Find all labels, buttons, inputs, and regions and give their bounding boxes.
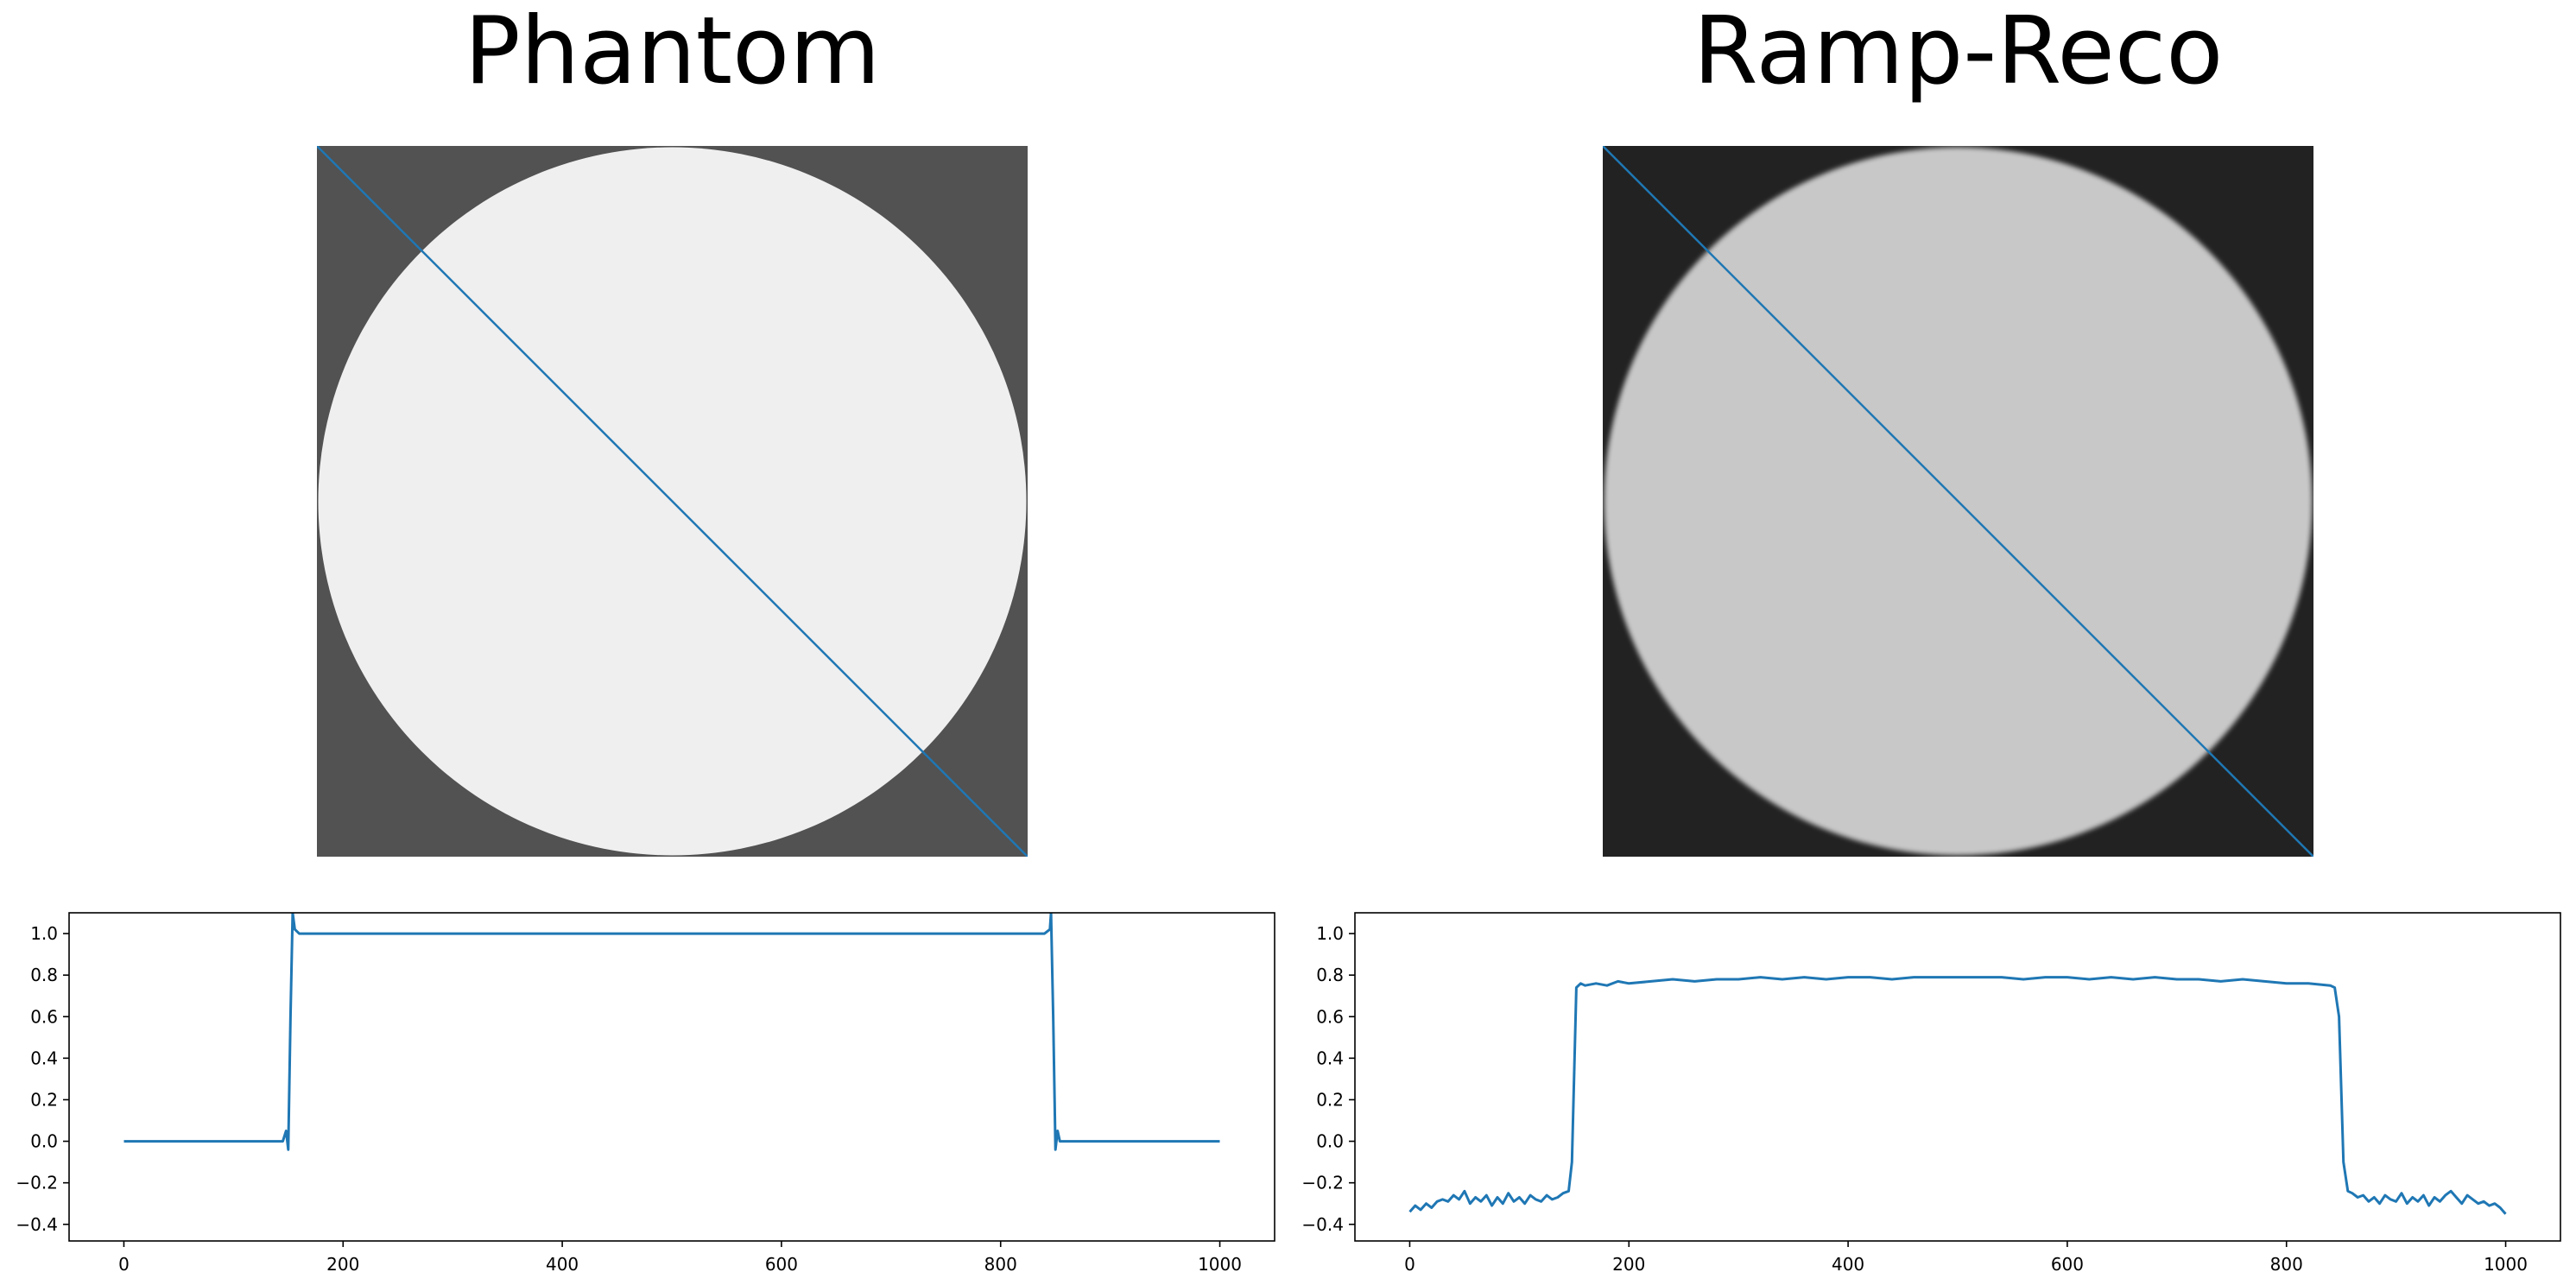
reco-xtick-label: 400 xyxy=(1832,1254,1864,1275)
phantom-profile-chart: 0 200 400 600 800 1000 −0.4 −0.2 0.0 0.2 0.4 0.6 0.8… xyxy=(16,912,1275,1275)
phantom-ytick-label: −0.4 xyxy=(16,1214,58,1235)
reco-ytick-label: 0.4 xyxy=(1316,1048,1344,1068)
phantom-ytick-label: 0.2 xyxy=(30,1089,58,1110)
phantom-title: Phantom xyxy=(464,0,881,105)
reco-profile-line xyxy=(1603,146,2313,857)
reco-ytick-label: 0.2 xyxy=(1316,1089,1344,1110)
reco-xtick-label: 800 xyxy=(2270,1254,2303,1275)
phantom-image xyxy=(317,146,1028,857)
ramp-reco-title: Ramp-Reco xyxy=(1693,0,2224,105)
reco-ytick-label: −0.2 xyxy=(1301,1173,1344,1193)
phantom-ytick-label: −0.2 xyxy=(16,1173,58,1193)
reco-ytick-label: −0.4 xyxy=(1301,1214,1344,1235)
reco-xtick-label: 200 xyxy=(1612,1254,1645,1275)
reco-axes-frame xyxy=(1354,912,2561,1242)
reco-ytick-label: 0.8 xyxy=(1316,965,1344,985)
ramp-reco-image xyxy=(1603,146,2313,857)
phantom-xtick-label: 0 xyxy=(118,1254,130,1275)
reco-ytick-label: 1.0 xyxy=(1316,923,1344,944)
phantom-ytick-label: 1.0 xyxy=(30,923,58,944)
phantom-xtick-label: 400 xyxy=(546,1254,579,1275)
phantom-axes-frame xyxy=(68,912,1275,1242)
reco-profile-series xyxy=(1408,976,2507,1215)
reco-xtick-label: 0 xyxy=(1404,1254,1415,1275)
reco-ytick-label: 0.6 xyxy=(1316,1006,1344,1027)
phantom-xtick-label: 200 xyxy=(326,1254,359,1275)
reco-ytick-label: 0.0 xyxy=(1316,1131,1344,1152)
phantom-profile-line xyxy=(317,146,1028,857)
reco-profile-chart: 0 200 400 600 800 1000 −0.4 −0.2 0.0 0.2 0.4 0.6 0.8… xyxy=(1301,912,2561,1275)
phantom-ytick-label: 0.6 xyxy=(30,1006,58,1027)
phantom-ytick-label: 0.4 xyxy=(30,1048,58,1068)
phantom-xtick-label: 1000 xyxy=(1198,1254,1242,1275)
phantom-xtick-label: 600 xyxy=(765,1254,798,1275)
phantom-xtick-label: 800 xyxy=(984,1254,1017,1275)
phantom-ytick-label: 0.8 xyxy=(30,965,58,985)
reco-xtick-label: 600 xyxy=(2051,1254,2084,1275)
phantom-profile-series xyxy=(123,913,1220,1151)
reco-xtick-label: 1000 xyxy=(2484,1254,2528,1275)
phantom-ytick-label: 0.0 xyxy=(30,1131,58,1152)
